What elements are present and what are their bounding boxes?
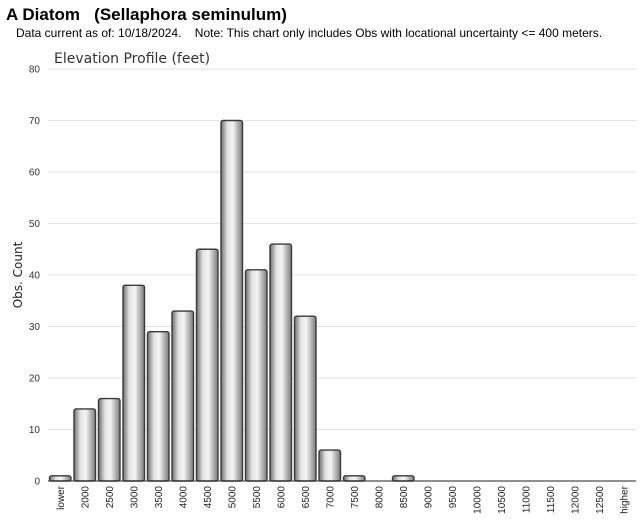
bar-7000 — [318, 449, 342, 482]
bar-5500 — [244, 269, 268, 482]
x-tick-label: 5500 — [252, 486, 263, 509]
x-tick-label: 6500 — [301, 486, 312, 509]
x-tick-label: 6000 — [276, 486, 287, 509]
axes: 0 10 20 30 40 50 60 70 80 lower 2000 2500 3000 3500 40… — [29, 65, 636, 514]
x-tick-label: higher — [619, 485, 630, 513]
x-tick-label: 10500 — [497, 486, 508, 514]
bar-8500 — [391, 475, 415, 482]
x-tick-label: 4500 — [203, 486, 214, 509]
y-tick-label: 70 — [29, 116, 41, 127]
x-tick-label: 3000 — [129, 486, 140, 509]
chart-title: Elevation Profile (feet) — [54, 51, 210, 67]
bar-4500 — [195, 248, 219, 482]
x-tick-label: 7500 — [350, 486, 361, 509]
page-title: A Diatom (Sellaphora seminulum) — [6, 5, 287, 24]
bar-5000 — [220, 119, 244, 482]
x-tick-label: 12000 — [570, 486, 581, 514]
x-tick-label: 8500 — [399, 486, 410, 509]
x-tick-label: 11000 — [521, 486, 532, 514]
x-tick-label: 4000 — [178, 486, 189, 509]
x-tick-label: 9500 — [448, 486, 459, 509]
y-tick-label: 40 — [29, 271, 41, 282]
y-tick-label: 0 — [34, 477, 40, 488]
page-subtitle: Data current as of: 10/18/2024. Note: Th… — [16, 26, 603, 40]
bars — [48, 119, 415, 482]
bar-7500 — [342, 475, 366, 482]
y-tick-label: 80 — [29, 65, 41, 76]
bar-4000 — [171, 310, 195, 482]
bar-2000 — [73, 408, 97, 482]
bar-6000 — [269, 243, 293, 482]
x-tick-label: 12500 — [595, 486, 606, 514]
x-tick-label: 2000 — [80, 486, 91, 509]
x-tick-label: lower — [56, 485, 67, 510]
x-tick-label: 5000 — [227, 486, 238, 509]
y-tick-label: 60 — [29, 168, 41, 179]
x-tick-label: 3500 — [154, 486, 165, 509]
x-tick-label: 11500 — [546, 486, 557, 514]
y-tick-label: 10 — [29, 425, 41, 436]
x-tick-label: 10000 — [472, 486, 483, 514]
bar-2500 — [97, 397, 121, 482]
x-tick-label: 2500 — [105, 486, 116, 509]
grid-lines — [48, 68, 636, 430]
x-tick-label: 9000 — [423, 486, 434, 509]
x-tick-label: 7000 — [325, 486, 336, 509]
y-axis-label: Obs. Count — [11, 241, 25, 308]
y-tick-label: 30 — [29, 322, 41, 333]
y-tick-label: 20 — [29, 374, 41, 385]
bar-3000 — [122, 284, 146, 482]
bar-3500 — [146, 330, 170, 482]
bar-lower — [48, 475, 72, 482]
y-tick-label: 50 — [29, 219, 41, 230]
bar-6500 — [293, 315, 317, 482]
x-tick-label: 8000 — [374, 486, 385, 509]
